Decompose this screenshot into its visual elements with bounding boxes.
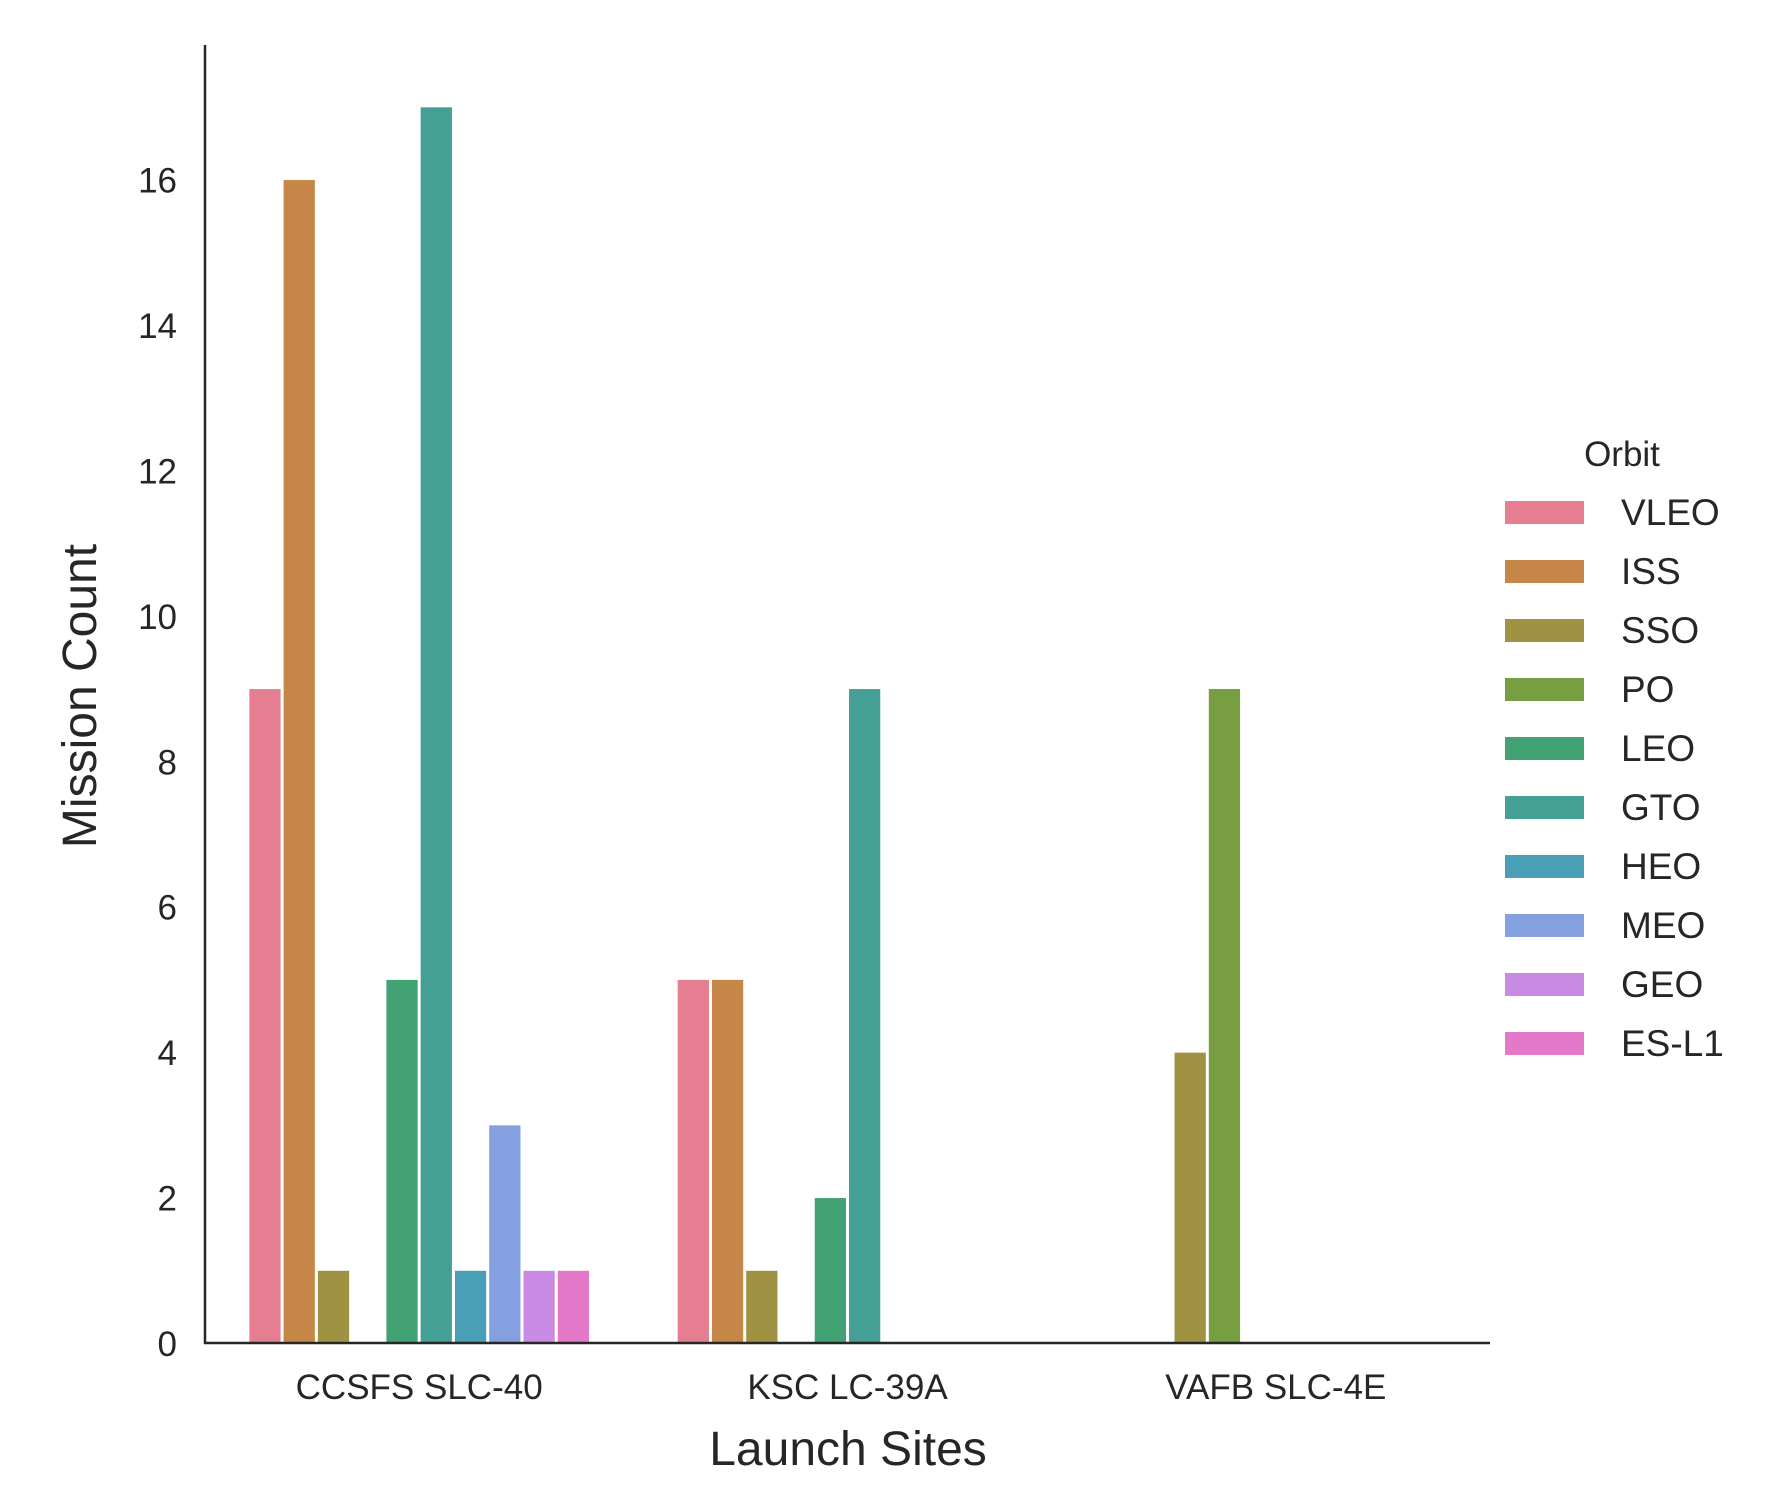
legend-swatch-vleo (1505, 501, 1584, 524)
x-tick-label: KSC LC-39A (747, 1368, 948, 1407)
axes-layer: 0 2 4 6 8 10 12 14 16 CCSFS SLC-40 KSC LC-39A VAFB … (138, 45, 1490, 1407)
y-tick-label: 2 (158, 1180, 177, 1219)
y-tick-label: 12 (138, 452, 177, 491)
y-tick-label: 14 (138, 307, 177, 346)
bars-layer (248, 106, 1242, 1344)
legend-label-heo: HEO (1621, 846, 1701, 887)
legend-label-iss: ISS (1621, 551, 1681, 592)
legend-label-po: PO (1621, 669, 1674, 710)
bar-sso-2 (1173, 1051, 1207, 1344)
legend-label-vleo: VLEO (1621, 492, 1720, 533)
bar-vleo-1 (676, 978, 710, 1344)
legend-swatch-gto (1505, 796, 1584, 819)
x-tick-label: CCSFS SLC-40 (296, 1368, 543, 1407)
y-tick-label: 4 (158, 1034, 177, 1073)
bar-es-l1-0 (556, 1269, 591, 1344)
legend: Orbit VLEO ISS SSO PO LEO GTO HEO MEO GEO ES-L1 (1505, 435, 1724, 1064)
bar-leo-0 (385, 978, 419, 1344)
legend-swatch-leo (1505, 737, 1584, 760)
bar-iss-1 (710, 978, 745, 1344)
y-axis-label: Mission Count (54, 544, 107, 848)
legend-swatch-iss (1505, 560, 1584, 583)
bar-gto-0 (419, 106, 453, 1344)
bar-meo-0 (488, 1124, 522, 1344)
legend-swatch-geo (1505, 973, 1584, 996)
x-tick-label: VAFB SLC-4E (1165, 1368, 1386, 1407)
legend-items: VLEO ISS SSO PO LEO GTO HEO MEO GEO ES-L1 (1505, 492, 1724, 1064)
bar-po-2 (1207, 688, 1242, 1344)
bar-leo-1 (813, 1197, 848, 1344)
legend-label-geo: GEO (1621, 964, 1703, 1005)
legend-swatch-po (1505, 678, 1584, 701)
legend-title: Orbit (1584, 435, 1660, 474)
y-tick-label: 0 (158, 1325, 177, 1364)
legend-label-es-l1: ES-L1 (1621, 1023, 1724, 1064)
legend-swatch-meo (1505, 914, 1584, 937)
bar-geo-0 (522, 1269, 556, 1344)
legend-swatch-sso (1505, 619, 1584, 642)
legend-swatch-heo (1505, 855, 1584, 878)
legend-label-gto: GTO (1621, 787, 1701, 828)
y-tick-label: 6 (158, 889, 177, 928)
bar-iss-0 (282, 179, 316, 1344)
bar-sso-0 (316, 1269, 351, 1344)
y-tick-label: 16 (138, 162, 177, 201)
legend-label-meo: MEO (1621, 905, 1705, 946)
x-axis-label: Launch Sites (709, 1423, 987, 1476)
y-tick-label: 8 (158, 743, 177, 782)
y-tick-label: 10 (138, 598, 177, 637)
bar-sso-1 (745, 1269, 779, 1344)
legend-label-sso: SSO (1621, 610, 1699, 651)
legend-label-leo: LEO (1621, 728, 1695, 769)
bar-heo-0 (453, 1269, 488, 1344)
bar-vleo-0 (248, 688, 282, 1344)
bar-gto-1 (848, 688, 882, 1344)
legend-swatch-es-l1 (1505, 1032, 1584, 1055)
